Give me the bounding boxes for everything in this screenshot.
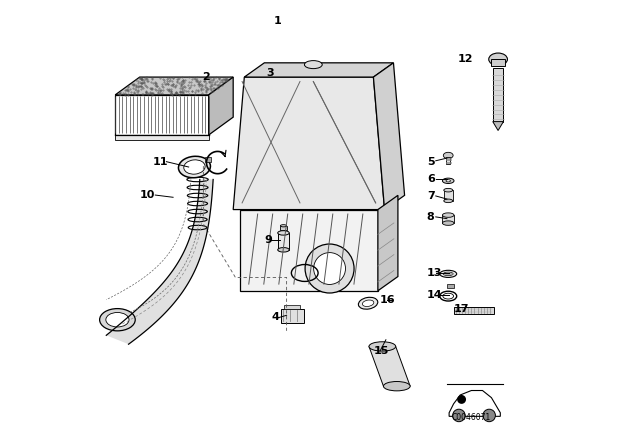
Bar <box>491 59 505 66</box>
Polygon shape <box>493 121 504 130</box>
Ellipse shape <box>184 160 205 174</box>
Ellipse shape <box>106 313 129 327</box>
Ellipse shape <box>489 53 508 65</box>
Text: 6: 6 <box>427 174 435 185</box>
Bar <box>278 233 289 250</box>
Ellipse shape <box>369 342 396 351</box>
Polygon shape <box>240 210 378 291</box>
Text: 10: 10 <box>140 190 155 200</box>
Ellipse shape <box>442 213 454 217</box>
Text: 4: 4 <box>271 313 279 323</box>
Text: 2: 2 <box>202 72 210 82</box>
Text: 13: 13 <box>427 268 442 278</box>
Text: 11: 11 <box>153 157 168 167</box>
Ellipse shape <box>278 231 289 235</box>
Ellipse shape <box>179 156 211 178</box>
Text: 3: 3 <box>267 68 274 78</box>
Ellipse shape <box>280 224 287 227</box>
Text: 14: 14 <box>427 290 442 300</box>
Ellipse shape <box>440 270 457 277</box>
Polygon shape <box>244 63 394 77</box>
Bar <box>493 68 504 121</box>
Bar <box>284 305 300 309</box>
Circle shape <box>305 244 354 293</box>
Polygon shape <box>106 180 213 344</box>
Bar <box>280 226 287 230</box>
Ellipse shape <box>442 178 454 184</box>
Polygon shape <box>115 95 209 135</box>
Bar <box>454 307 493 314</box>
Polygon shape <box>373 63 404 210</box>
Bar <box>444 190 452 201</box>
Bar <box>281 309 303 323</box>
Text: 9: 9 <box>264 235 272 245</box>
Ellipse shape <box>383 382 410 391</box>
Polygon shape <box>369 346 410 386</box>
Text: 5: 5 <box>427 157 435 167</box>
Bar <box>446 157 451 164</box>
Bar <box>442 215 454 223</box>
Polygon shape <box>115 77 233 95</box>
Text: 8: 8 <box>427 212 435 222</box>
Ellipse shape <box>358 297 378 309</box>
Circle shape <box>314 253 346 284</box>
Bar <box>447 284 454 288</box>
Text: 7: 7 <box>427 191 435 202</box>
Text: 12: 12 <box>458 54 474 64</box>
Text: 15: 15 <box>373 346 389 356</box>
Ellipse shape <box>444 199 452 202</box>
Circle shape <box>457 395 466 404</box>
Ellipse shape <box>305 60 322 69</box>
Text: 1: 1 <box>273 17 281 26</box>
Circle shape <box>483 409 495 422</box>
Polygon shape <box>209 77 233 135</box>
Text: C0046071: C0046071 <box>452 413 491 422</box>
Polygon shape <box>233 77 385 210</box>
Ellipse shape <box>442 221 454 225</box>
Text: 17: 17 <box>454 304 469 314</box>
Ellipse shape <box>444 188 452 192</box>
Ellipse shape <box>362 300 374 306</box>
Ellipse shape <box>100 309 135 331</box>
Ellipse shape <box>278 248 289 252</box>
Ellipse shape <box>444 272 453 276</box>
Ellipse shape <box>446 180 451 182</box>
Circle shape <box>452 409 465 422</box>
Polygon shape <box>378 195 398 291</box>
Text: 16: 16 <box>380 295 396 305</box>
Polygon shape <box>115 135 209 140</box>
Ellipse shape <box>444 152 453 159</box>
Bar <box>205 157 211 162</box>
